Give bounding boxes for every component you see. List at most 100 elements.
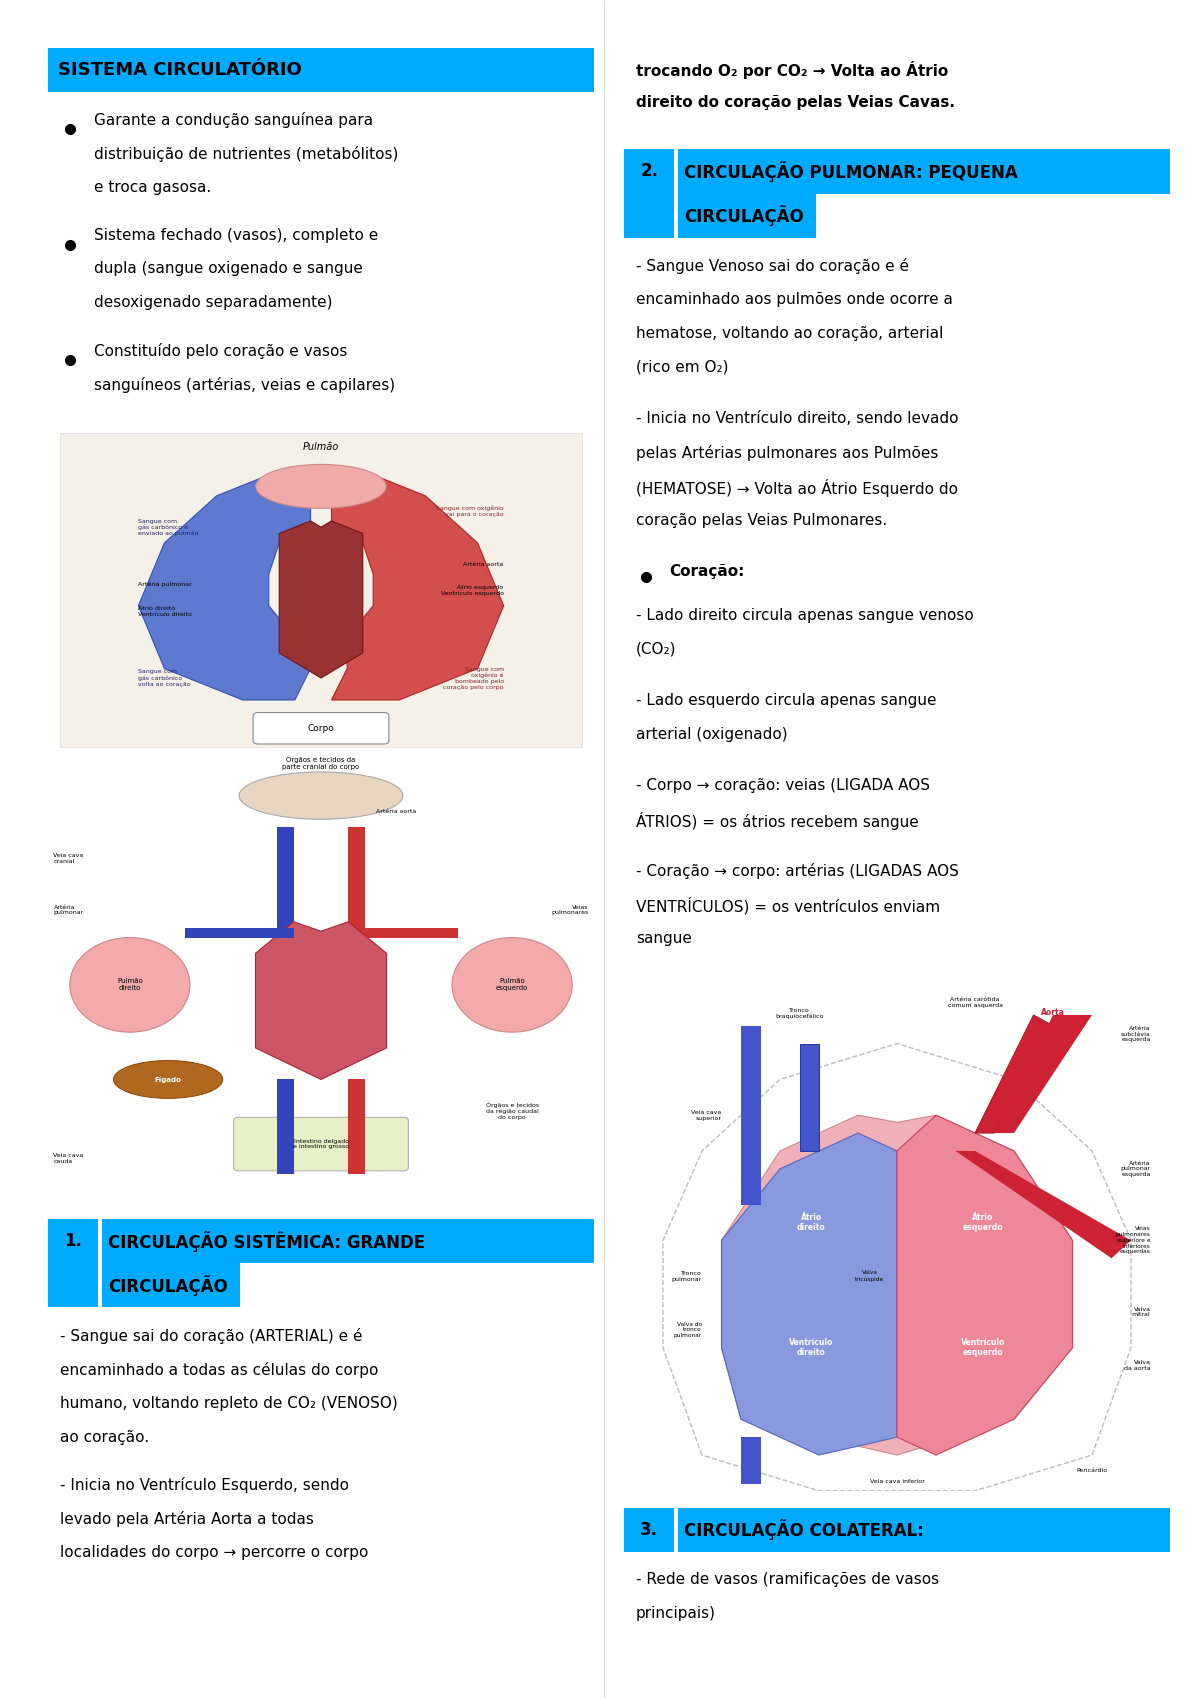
Text: Veia cava
superior: Veia cava superior — [691, 1110, 721, 1121]
Text: Valva
da aorta: Valva da aorta — [1124, 1360, 1151, 1370]
Text: (CO₂): (CO₂) — [636, 642, 677, 657]
Polygon shape — [185, 929, 294, 937]
Text: Fígado: Fígado — [155, 1077, 181, 1083]
Polygon shape — [348, 1080, 365, 1173]
Text: Sangue com oxigênio
vai para o coração: Sangue com oxigênio vai para o coração — [436, 506, 504, 518]
Text: sangue: sangue — [636, 931, 692, 946]
Text: CIRCULAÇÃO SISTÊMICA: GRANDE: CIRCULAÇÃO SISTÊMICA: GRANDE — [108, 1231, 425, 1251]
Text: Tronco
braquiocefálico: Tronco braquiocefálico — [775, 1009, 823, 1019]
Text: VENTRÍCULOS) = os ventrículos enviam: VENTRÍCULOS) = os ventrículos enviam — [636, 897, 940, 914]
Text: Coração
(Ventrículo
à direito): Coração (Ventrículo à direito) — [223, 959, 254, 978]
Text: Veia cava
cranial: Veia cava cranial — [54, 854, 84, 864]
Text: Artéria aorta: Artéria aorta — [376, 808, 416, 813]
Text: - Inicia no Ventrículo direito, sendo levado: - Inicia no Ventrículo direito, sendo le… — [636, 411, 959, 426]
Text: Veias
pulmonares: Veias pulmonares — [551, 905, 588, 915]
Text: Artéria
pulmonar: Artéria pulmonar — [54, 905, 84, 915]
Text: Veia cava
cauda: Veia cava cauda — [54, 1153, 84, 1163]
Text: Artéria carótida
comum asquerda: Artéria carótida comum asquerda — [948, 997, 1002, 1009]
Text: sanguíneos (artérias, veias e capilares): sanguíneos (artérias, veias e capilares) — [94, 377, 395, 392]
Polygon shape — [799, 1044, 818, 1151]
Text: - Lado direito circula apenas sangue venoso: - Lado direito circula apenas sangue ven… — [636, 608, 973, 623]
Text: Artéria
subclávia
esquerda: Artéria subclávia esquerda — [1121, 1026, 1151, 1043]
Text: 2.: 2. — [641, 163, 659, 180]
Text: Pulmão
esquerdo: Pulmão esquerdo — [496, 978, 528, 992]
Polygon shape — [277, 1080, 294, 1173]
FancyBboxPatch shape — [678, 194, 816, 238]
Polygon shape — [721, 1116, 1073, 1455]
Text: SISTEMA CIRCULATÓRIO: SISTEMA CIRCULATÓRIO — [58, 61, 301, 78]
FancyBboxPatch shape — [624, 1508, 674, 1552]
FancyBboxPatch shape — [234, 1117, 408, 1172]
Text: principais): principais) — [636, 1606, 716, 1622]
Text: trocando O₂ por CO₂ → Volta ao Átrio: trocando O₂ por CO₂ → Volta ao Átrio — [636, 61, 948, 80]
Text: - Coração → corpo: artérias (LIGADAS AOS: - Coração → corpo: artérias (LIGADAS AOS — [636, 863, 959, 878]
Text: Sangue com
gás carbônico é
enviado ao pulmão: Sangue com gás carbônico é enviado ao pu… — [138, 518, 199, 537]
Polygon shape — [721, 1133, 898, 1455]
Text: ÁTRIOS) = os átrios recebem sangue: ÁTRIOS) = os átrios recebem sangue — [636, 812, 919, 830]
Text: humano, voltando repleto de CO₂ (VENOSO): humano, voltando repleto de CO₂ (VENOSO) — [60, 1396, 397, 1411]
Polygon shape — [256, 922, 386, 1080]
Text: Aorta: Aorta — [1042, 1009, 1064, 1017]
Text: Ventrículo
esquerdo: Ventrículo esquerdo — [961, 1338, 1004, 1357]
Text: - Sangue sai do coração (ARTERIAL) e é: - Sangue sai do coração (ARTERIAL) e é — [60, 1328, 362, 1343]
Text: CIRCULAÇÃO: CIRCULAÇÃO — [684, 205, 804, 226]
Polygon shape — [348, 929, 457, 937]
Polygon shape — [742, 1437, 761, 1484]
Text: - Rede de vasos (ramificações de vasos: - Rede de vasos (ramificações de vasos — [636, 1572, 940, 1588]
Text: - Sangue Venoso sai do coração e é: - Sangue Venoso sai do coração e é — [636, 258, 910, 273]
Text: Constituído pelo coração e vasos: Constituído pelo coração e vasos — [94, 343, 347, 358]
Text: Ventrículo
direito: Ventrículo direito — [790, 1338, 833, 1357]
Text: - Inicia no Ventrículo Esquerdo, sendo: - Inicia no Ventrículo Esquerdo, sendo — [60, 1477, 349, 1493]
FancyBboxPatch shape — [678, 1508, 1170, 1552]
FancyBboxPatch shape — [624, 194, 674, 238]
FancyBboxPatch shape — [624, 990, 1170, 1491]
Ellipse shape — [256, 465, 386, 508]
Text: Sangue com
oxigênio é
bombeado pelo
coração pelo corpo: Sangue com oxigênio é bombeado pelo cora… — [443, 667, 504, 689]
Text: distribuição de nutrientes (metabólitos): distribuição de nutrientes (metabólitos) — [94, 146, 398, 161]
Text: Valva
mitral: Valva mitral — [1132, 1306, 1151, 1318]
Text: hematose, voltando ao coração, arterial: hematose, voltando ao coração, arterial — [636, 326, 943, 341]
Text: Valva do
tronco
pulmonar: Valva do tronco pulmonar — [674, 1321, 702, 1338]
Text: Sistema fechado (vasos), completo e: Sistema fechado (vasos), completo e — [94, 228, 378, 243]
Text: - Corpo → coração: veias (LIGADA AOS: - Corpo → coração: veias (LIGADA AOS — [636, 778, 930, 793]
Text: - Lado esquerdo circula apenas sangue: - Lado esquerdo circula apenas sangue — [636, 693, 936, 708]
Polygon shape — [277, 827, 294, 1048]
Polygon shape — [280, 521, 362, 678]
Ellipse shape — [70, 937, 190, 1032]
Text: arterial (oxigenado): arterial (oxigenado) — [636, 727, 787, 742]
FancyBboxPatch shape — [48, 764, 594, 1206]
Polygon shape — [331, 470, 504, 700]
FancyBboxPatch shape — [48, 1219, 98, 1263]
Polygon shape — [995, 1015, 1092, 1133]
Text: encaminhado a todas as células do corpo: encaminhado a todas as células do corpo — [60, 1362, 378, 1377]
Text: CIRCULAÇÃO: CIRCULAÇÃO — [108, 1275, 228, 1296]
Ellipse shape — [452, 937, 572, 1032]
Text: Garante a condução sanguínea para: Garante a condução sanguínea para — [94, 112, 373, 127]
Text: Pulmão
direito: Pulmão direito — [118, 978, 143, 992]
Text: Veia cava inferior: Veia cava inferior — [870, 1479, 924, 1484]
Text: Órgãos e tecidos
da região caudal
do corpo: Órgãos e tecidos da região caudal do cor… — [486, 1102, 539, 1119]
Text: coração pelas Veias Pulmonares.: coração pelas Veias Pulmonares. — [636, 513, 887, 528]
FancyBboxPatch shape — [253, 713, 389, 744]
Text: CIRCULAÇÃO COLATERAL:: CIRCULAÇÃO COLATERAL: — [684, 1520, 924, 1540]
Text: direito do coração pelas Veias Cavas.: direito do coração pelas Veias Cavas. — [636, 95, 955, 110]
Text: Artéria pulmonar: Artéria pulmonar — [138, 581, 192, 586]
Text: 1.: 1. — [65, 1233, 82, 1250]
Text: Artéria aorta: Artéria aorta — [463, 562, 504, 567]
Text: desoxigenado separadamente): desoxigenado separadamente) — [94, 295, 332, 311]
FancyBboxPatch shape — [60, 433, 582, 747]
Text: Coração
(Ventrículo
Esquerdo): Coração (Ventrículo Esquerdo) — [388, 961, 419, 978]
Text: Veias
pulmonares
superiore e
inferiores
esquerdas: Veias pulmonares superiore e inferiores … — [1116, 1226, 1151, 1255]
FancyBboxPatch shape — [48, 1263, 98, 1307]
Text: (HEMATOSE) → Volta ao Átrio Esquerdo do: (HEMATOSE) → Volta ao Átrio Esquerdo do — [636, 479, 958, 498]
Text: Órgãos e tecidos da
parte cranial do corpo: Órgãos e tecidos da parte cranial do cor… — [282, 756, 360, 771]
Ellipse shape — [114, 1061, 223, 1099]
Text: encaminhado aos pulmões onde ocorre a: encaminhado aos pulmões onde ocorre a — [636, 292, 953, 307]
Polygon shape — [348, 827, 365, 1048]
Polygon shape — [138, 470, 311, 700]
Text: Sangue com
gás carbônico
volta ao coração: Sangue com gás carbônico volta ao coraçã… — [138, 669, 191, 686]
FancyBboxPatch shape — [678, 149, 1170, 194]
Text: Artéria
pulmonar
esquerda: Artéria pulmonar esquerda — [1121, 1160, 1151, 1177]
Text: Átrio esquerdo
Ventrículo esquerdo: Átrio esquerdo Ventrículo esquerdo — [440, 584, 504, 596]
Text: Intestino delgado
e intestino grosso: Intestino delgado e intestino grosso — [293, 1139, 349, 1150]
